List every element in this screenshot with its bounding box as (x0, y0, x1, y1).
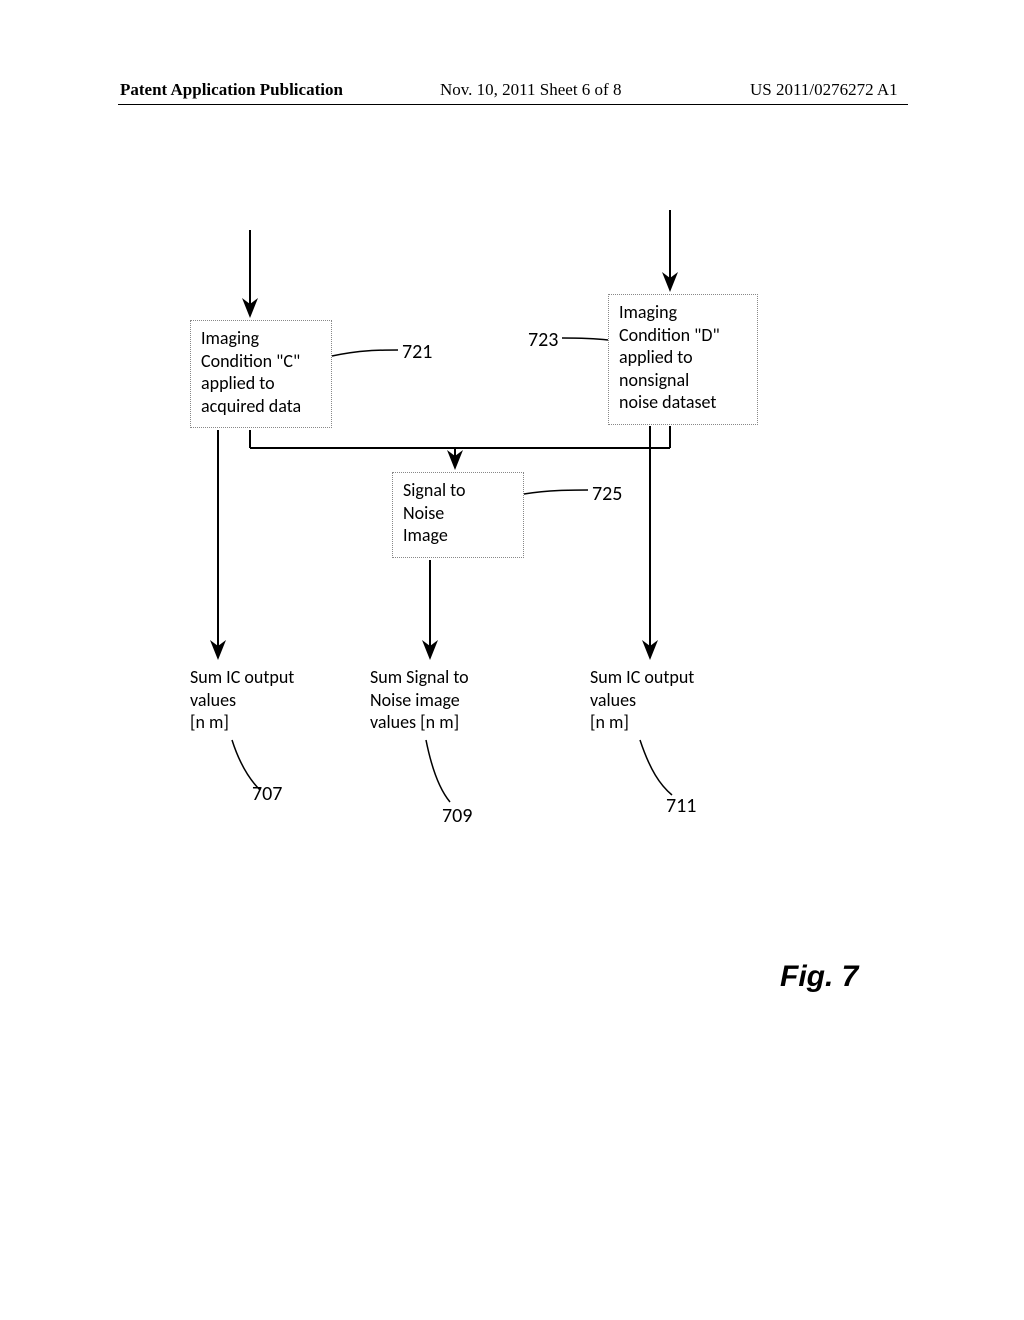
box-723-line3: applied to (619, 346, 747, 369)
box-723-line2: Condition "D" (619, 324, 747, 347)
page: Patent Application Publication Nov. 10, … (0, 0, 1024, 1320)
box-725-line1: Signal to (403, 479, 513, 502)
box-721-line2: Condition "C" (201, 350, 321, 373)
box-721-line3: applied to (201, 372, 321, 395)
ref-707: 707 (252, 782, 282, 806)
box-721-line1: Imaging (201, 327, 321, 350)
o711-line2: values (590, 689, 750, 712)
output-sum-ic-707: Sum IC output values [n m] (190, 666, 350, 734)
output-sum-snr-709: Sum Signal to Noise image values [n m] (370, 666, 540, 734)
ref-711: 711 (666, 794, 696, 818)
o709-line3: values [n m] (370, 711, 540, 734)
header-center: Nov. 10, 2011 Sheet 6 of 8 (440, 80, 621, 100)
o707-line3: [n m] (190, 711, 350, 734)
box-725-line2: Noise (403, 502, 513, 525)
ref-723: 723 (528, 328, 558, 352)
box-imaging-condition-c: Imaging Condition "C" applied to acquire… (190, 320, 332, 428)
box-signal-to-noise-image: Signal to Noise Image (392, 472, 524, 558)
o709-line1: Sum Signal to (370, 666, 540, 689)
flow-arrows (0, 0, 1024, 1320)
box-723-line5: noise dataset (619, 391, 747, 414)
ref-709: 709 (442, 804, 472, 828)
o709-line2: Noise image (370, 689, 540, 712)
o711-line1: Sum IC output (590, 666, 750, 689)
header-right: US 2011/0276272 A1 (750, 80, 898, 100)
box-723-line1: Imaging (619, 301, 747, 324)
box-imaging-condition-d: Imaging Condition "D" applied to nonsign… (608, 294, 758, 425)
output-sum-ic-711: Sum IC output values [n m] (590, 666, 750, 734)
box-723-line4: nonsignal (619, 369, 747, 392)
o707-line1: Sum IC output (190, 666, 350, 689)
o711-line3: [n m] (590, 711, 750, 734)
header-rule (118, 104, 908, 105)
box-721-line4: acquired data (201, 395, 321, 418)
figure-label: Fig. 7 (780, 960, 858, 994)
box-725-line3: Image (403, 524, 513, 547)
o707-line2: values (190, 689, 350, 712)
header-left: Patent Application Publication (120, 80, 343, 100)
ref-725: 725 (592, 482, 622, 506)
ref-721: 721 (402, 340, 432, 364)
